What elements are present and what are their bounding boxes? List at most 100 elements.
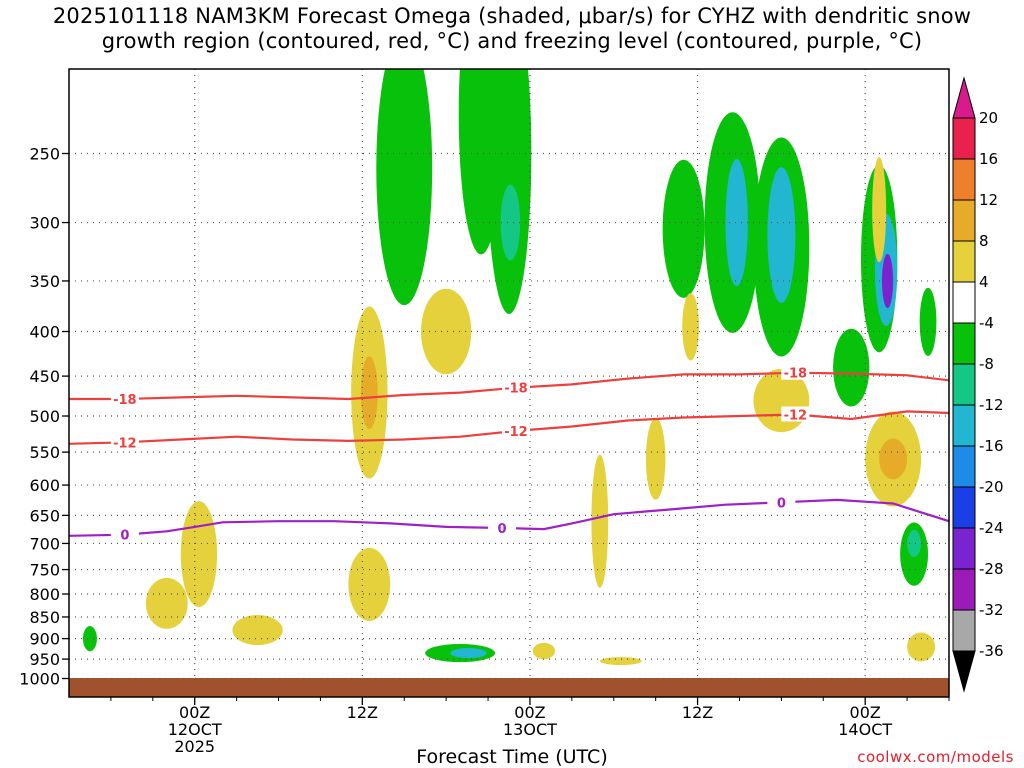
omega-region-27 [645, 418, 666, 500]
omega-region-17 [907, 529, 922, 557]
contour-label-bg [110, 526, 139, 542]
x-axis-label: Forecast Time (UTC) [416, 746, 608, 768]
colorbar-band-10 [952, 527, 976, 570]
colorbar-band-2 [952, 199, 976, 242]
contour-label-bg [767, 494, 796, 510]
y-tick-label-850: 850 [29, 608, 60, 627]
contour-label-bg [781, 364, 810, 380]
omega-region-21 [421, 288, 472, 375]
colorbar-label-10: -24 [979, 519, 1004, 537]
contour-label-bg [110, 390, 139, 406]
chart-title: 2025101118 NAM3KM Forecast Omega (shaded… [0, 4, 1024, 54]
y-tick-label-450: 450 [29, 367, 60, 386]
contour-label--12-0: -12 [113, 436, 137, 451]
colorbar-band-0 [952, 117, 976, 160]
omega-shading [82, 69, 937, 666]
y-tick-label-750: 750 [29, 561, 60, 580]
contour-label-0-2: 0 [777, 496, 786, 511]
colorbar-band-9 [952, 486, 976, 529]
colorbar-label-8: -16 [979, 437, 1004, 455]
contour-label-bg [501, 379, 530, 395]
omega-region-30 [879, 438, 908, 480]
colorbar-label-11: -28 [979, 560, 1004, 578]
omega-region-0 [376, 69, 433, 306]
omega-region-24 [232, 615, 283, 646]
omega-region-25 [348, 547, 391, 621]
colorbar-label-2: 12 [979, 191, 998, 209]
x-tick-sub-6: 12OCT [168, 720, 222, 739]
x-tick-sub2-6: 2025 [174, 737, 215, 756]
contour-label-bg [110, 434, 139, 450]
omega-region-12 [919, 287, 937, 356]
colorbar-label-4: 4 [979, 273, 989, 291]
contour-label-bg [488, 519, 517, 535]
omega-region-22 [180, 501, 218, 608]
colorbar-label-6: -8 [979, 355, 994, 373]
omega-region-20 [360, 356, 378, 429]
contour-label--18-1: -18 [504, 382, 528, 397]
colorbar-band-12 [952, 609, 976, 652]
omega-region-32 [907, 632, 936, 662]
omega-region-31 [872, 157, 887, 263]
y-tick-label-600: 600 [29, 476, 60, 495]
contour-label--12-1: -12 [504, 425, 528, 440]
omega-region-23 [145, 577, 188, 629]
colorbar-label-12: -32 [979, 601, 1004, 619]
x-tick-label-42: 12Z [682, 703, 713, 722]
omega-region-6 [725, 158, 748, 287]
colorbar-band-8 [952, 445, 976, 488]
omega-region-11 [881, 253, 894, 309]
colorbar-band-7 [952, 404, 976, 447]
colorbar-band-6 [952, 363, 976, 406]
contour-label-bg [501, 422, 530, 438]
colorbar-label-0: 20 [979, 109, 998, 127]
colorbar-band-4 [952, 281, 976, 324]
chart-title-line2: growth region (contoured, red, °C) and f… [101, 29, 923, 53]
chart-title-line1: 2025101118 NAM3KM Forecast Omega (shaded… [52, 4, 972, 28]
omega-region-26 [591, 454, 609, 588]
y-tick-label-800: 800 [29, 585, 60, 604]
contour-label--12-2: -12 [784, 408, 808, 423]
contour-label-0-0: 0 [120, 529, 129, 544]
colorbar-band-3 [952, 240, 976, 283]
y-tick-label-250: 250 [29, 145, 60, 164]
y-tick-label-300: 300 [29, 214, 60, 233]
omega-region-3 [500, 184, 521, 261]
omega-region-15 [450, 648, 487, 659]
temperature-contours: -18 -18 -18 -12 -12 -12 0 0 0 [69, 364, 949, 544]
y-tick-label-550: 550 [29, 443, 60, 462]
y-tick-label-400: 400 [29, 323, 60, 342]
omega-region-33 [532, 642, 556, 660]
y-tick-label-1000: 1000 [19, 670, 60, 689]
omega-region-4 [662, 159, 705, 298]
x-tick-label-6: 00Z [179, 703, 210, 722]
omega-region-13 [833, 328, 870, 407]
terrain-ground [69, 678, 949, 697]
colorbar-label-3: 8 [979, 232, 989, 250]
omega-region-2 [486, 69, 532, 314]
colorbar-band-1 [952, 158, 976, 201]
colorbar-label-7: -12 [979, 396, 1004, 414]
contour-label--18-0: -18 [113, 393, 137, 408]
contour-label-0-1: 0 [497, 522, 506, 537]
x-tick-label-54: 00Z [850, 703, 881, 722]
colorbar-label-9: -20 [979, 478, 1004, 496]
plot-frame [68, 68, 950, 698]
colorbar-band-11 [952, 568, 976, 611]
omega-region-8 [767, 167, 796, 303]
colorbar-label-5: -4 [979, 314, 994, 332]
y-axis: 250 300 350 400 450 500 550 600 650 700 750 800 850 9… [19, 145, 69, 689]
omega-region-35 [682, 293, 699, 361]
x-tick-label-30: 00Z [514, 703, 545, 722]
y-tick-label-350: 350 [29, 272, 60, 291]
colorbar: 20 16 12 8 4 -4 -8 -12 -16 -20 -24 -28 -32 -36 [952, 76, 1004, 693]
coolwx-link[interactable]: coolwx.com/models [857, 748, 1014, 766]
omega-region-34 [599, 657, 642, 666]
y-tick-label-650: 650 [29, 506, 60, 525]
colorbar-label-13: -36 [979, 642, 1004, 660]
colorbar-top-triangle [952, 76, 976, 119]
x-tick-sub-54: 14OCT [838, 720, 892, 739]
x-tick-sub-30: 13OCT [503, 720, 557, 739]
